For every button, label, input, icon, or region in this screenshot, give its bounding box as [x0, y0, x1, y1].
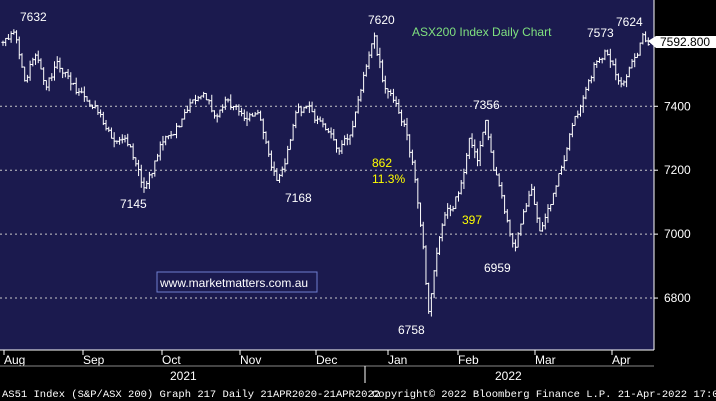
y-axis-ticks: 7400 7200 7000 6800	[654, 99, 691, 305]
gridlines	[0, 105, 654, 299]
footer-right: Copyright© 2022 Bloomberg Finance L.P. 2…	[372, 389, 716, 401]
last-price-label: 7592.800	[660, 35, 710, 49]
x-tick-label: Mar	[535, 353, 556, 367]
annotation-label: 397	[462, 213, 482, 227]
last-price-flag	[648, 36, 716, 48]
plot-area	[0, 0, 654, 350]
annotation-label: 7356	[473, 98, 500, 112]
x-tick-label: Aug	[4, 353, 25, 367]
x-tick-label: Nov	[240, 353, 261, 367]
watermark-box	[156, 271, 318, 293]
footer-left: AS51 Index (S&P/ASX 200) Graph 217 Daily…	[2, 389, 380, 401]
x-tick-label: Jan	[388, 353, 407, 367]
y-tick-label: 7000	[664, 227, 691, 241]
annotation-label: 7632	[20, 10, 47, 24]
chart-title: ASX200 Index Daily Chart	[412, 25, 552, 39]
y-tick-label: 7200	[664, 163, 691, 177]
annotation-label: 7620	[368, 13, 395, 27]
x-tick-label: Oct	[162, 353, 181, 367]
year-label: 2022	[495, 369, 522, 383]
x-tick-label: Feb	[458, 353, 479, 367]
annotations: 7632 7620 7145 7168 7356 6959 6758 7573 …	[20, 10, 643, 337]
y-tick-label: 6800	[664, 291, 691, 305]
y-tick-label: 7400	[664, 99, 691, 113]
price-bars	[1, 29, 650, 317]
annotation-label: 862	[372, 156, 392, 170]
watermark-text: www.marketmatters.com.au	[159, 276, 308, 290]
annotation-label: 6959	[484, 261, 511, 275]
annotation-label: 7168	[285, 191, 312, 205]
x-tick-label: Sep	[83, 353, 105, 367]
year-label: 2021	[170, 369, 197, 383]
x-axis-ticks: Aug Sep Oct Nov Dec Jan Feb Mar Apr	[3, 350, 631, 367]
annotation-label: 7624	[616, 15, 643, 29]
ohlc-bar	[646, 37, 650, 46]
annotation-label: 6758	[398, 323, 425, 337]
annotation-label: 7145	[120, 197, 147, 211]
x-tick-label: Dec	[316, 353, 337, 367]
annotation-label: 11.3%	[372, 172, 405, 186]
annotation-label: 7573	[587, 26, 614, 40]
x-tick-label: Apr	[612, 353, 631, 367]
